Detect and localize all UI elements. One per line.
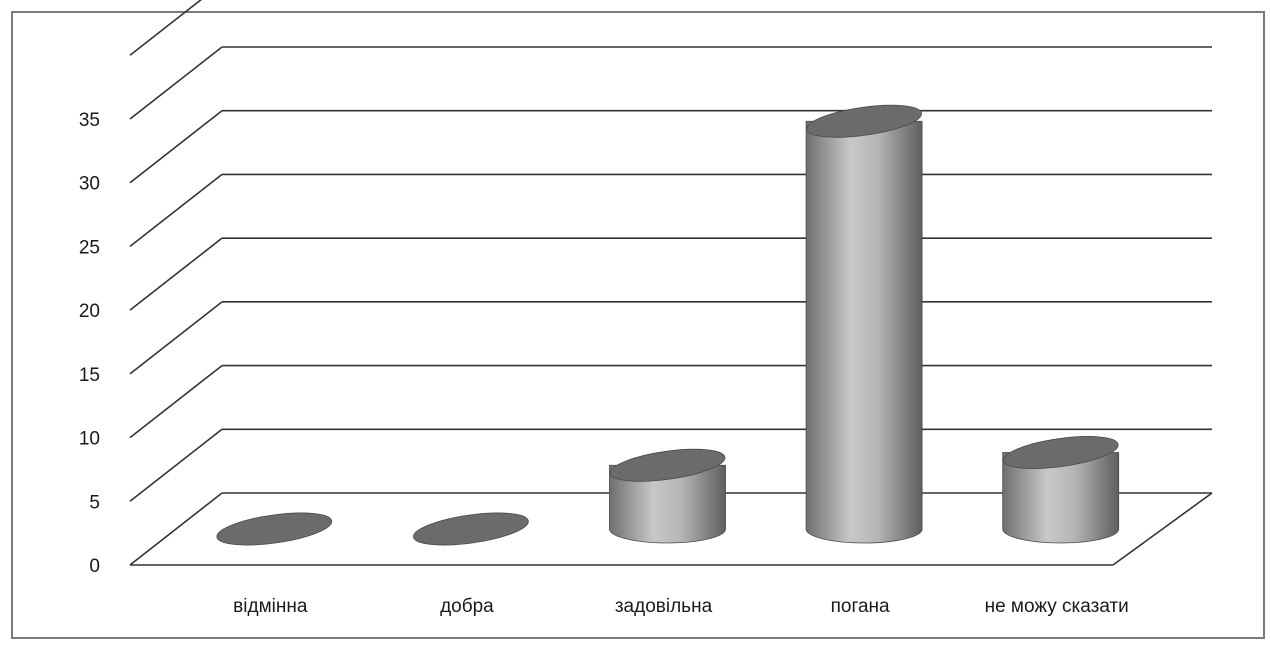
floor-right-edge (1112, 492, 1213, 566)
bar-side (609, 464, 726, 544)
bar-top (806, 104, 922, 138)
side-gridline-15 (129, 301, 223, 375)
grid-layer (129, 0, 1213, 566)
y-tick-label: 5 (89, 492, 100, 513)
y-tick-label: 30 (79, 174, 100, 195)
side-gridline-top (129, 0, 202, 56)
side-gridline-25 (129, 173, 223, 248)
side-gridline-5 (129, 428, 223, 502)
chart-border (11, 11, 1265, 639)
bar-side (805, 120, 923, 544)
x-tick-label: відмінна (233, 596, 308, 617)
x-axis: відмінна добра задовільна погана не можу ска… (233, 596, 1129, 617)
bar-side (1002, 452, 1120, 544)
y-tick-label: 35 (79, 110, 100, 131)
side-gridline-30 (129, 110, 223, 184)
bar-top (216, 512, 333, 546)
x-tick-label: задовільна (615, 596, 713, 617)
bars-layer (216, 104, 1120, 546)
bar-3 (609, 448, 726, 544)
side-gridline-20 (129, 237, 223, 311)
y-tick-label: 20 (79, 301, 100, 322)
x-tick-label: погана (831, 596, 890, 617)
side-gridline-10 (129, 364, 223, 439)
bar-top (609, 448, 726, 482)
side-gridline-35 (129, 46, 223, 120)
bar-1 (216, 512, 333, 546)
y-tick-label: 25 (79, 237, 100, 258)
bar-top (413, 512, 529, 546)
bar-2 (413, 512, 529, 546)
side-gridline-0 (129, 492, 223, 566)
y-tick-label: 0 (89, 556, 100, 577)
y-tick-label: 15 (79, 365, 100, 386)
y-axis: 0 5 10 15 20 25 30 35 (79, 110, 100, 577)
x-tick-label: не можу сказати (985, 596, 1129, 617)
bar-top (1002, 436, 1119, 469)
bar-5 (1002, 436, 1120, 544)
y-tick-label: 10 (79, 429, 100, 450)
x-tick-label: добра (440, 596, 494, 617)
bar-4 (805, 104, 923, 544)
